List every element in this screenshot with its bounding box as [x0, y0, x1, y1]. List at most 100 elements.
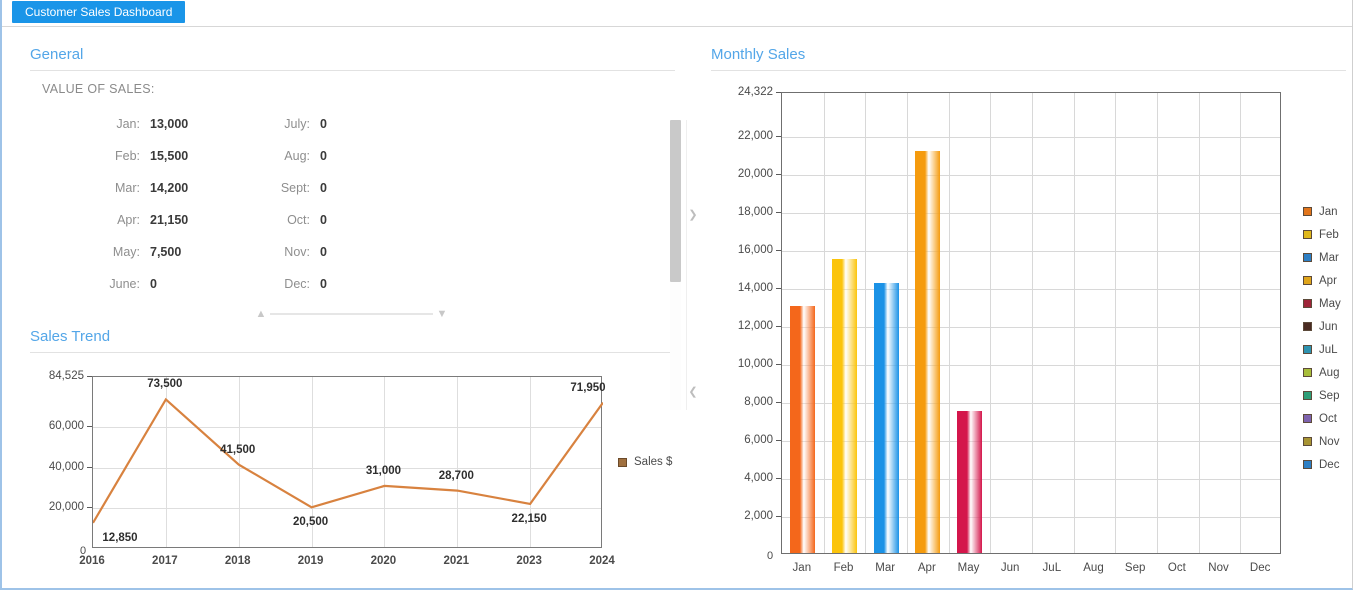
x-axis-tick-label: Jan — [792, 562, 812, 574]
gridline-vertical — [1198, 93, 1200, 553]
gridline-vertical — [457, 377, 459, 547]
data-point-label: 73,500 — [147, 378, 183, 391]
legend-item[interactable]: Feb — [1303, 223, 1341, 246]
x-axis-tick-label: Feb — [833, 562, 854, 574]
value-cell: Feb: 15,500 — [62, 149, 232, 163]
y-axis-tick-mark — [776, 326, 781, 328]
trend-line — [93, 397, 603, 524]
value-amount: 0 — [150, 277, 157, 291]
x-axis-tick-label: 2021 — [443, 555, 470, 567]
x-axis-tick-label: Apr — [917, 562, 936, 574]
legend-label: Jun — [1319, 320, 1338, 333]
value-cell: Apr: 21,150 — [62, 213, 232, 227]
y-axis-tick-mark — [87, 466, 92, 468]
gridline-vertical — [1240, 93, 1242, 553]
legend-item[interactable]: Aug — [1303, 361, 1341, 384]
legend-item[interactable]: May — [1303, 292, 1341, 315]
gridline-vertical — [1073, 93, 1075, 553]
y-axis-tick-mark — [776, 364, 781, 366]
legend-item[interactable]: Mar — [1303, 246, 1341, 269]
legend-item[interactable]: Dec — [1303, 453, 1341, 476]
gridline-horizontal — [93, 467, 601, 469]
gridline-vertical — [1115, 93, 1117, 553]
legend-label: JuL — [1319, 343, 1338, 356]
data-point-label: 71,950 — [570, 381, 606, 394]
y-axis-tick-label: 22,000 — [737, 130, 773, 143]
x-axis-tick-label: 2018 — [224, 555, 251, 567]
y-axis-tick-label: 20,000 — [737, 168, 773, 181]
value-key: Feb: — [114, 149, 140, 163]
pane-splitter[interactable]: ❯ ❮ — [686, 120, 699, 410]
y-axis-tick-label: 40,000 — [48, 460, 84, 473]
y-axis-tick-mark — [776, 92, 781, 93]
gridline-horizontal — [93, 426, 601, 428]
value-of-sales-table: Jan: 13,000 July: 0 Feb: 15,500 Aug: 0 Mar: 14,20… — [62, 108, 402, 300]
scroll-down-icon[interactable]: ▼ — [436, 308, 448, 320]
y-axis-tick-mark — [776, 250, 781, 252]
legend-swatch-icon — [618, 457, 627, 467]
gridline-vertical — [948, 93, 950, 553]
value-amount: 0 — [320, 117, 327, 131]
legend-label: Sep — [1319, 389, 1340, 402]
value-key: Apr: — [117, 213, 140, 227]
legend-item[interactable]: Jan — [1303, 200, 1341, 223]
panel-title-sales-trend: Sales Trend — [30, 328, 111, 345]
y-axis-tick-label: 18,000 — [737, 206, 773, 219]
legend-swatch-icon — [1303, 230, 1312, 239]
x-axis-tick-label: JuL — [1042, 562, 1062, 574]
panel-title-monthly-sales: Monthly Sales — [711, 46, 806, 63]
gridline-vertical — [238, 377, 240, 547]
legend-label: Apr — [1319, 274, 1337, 287]
tab-bar: Customer Sales Dashboard — [2, 0, 1352, 27]
value-cell: Sept: 0 — [232, 181, 402, 195]
trend-chart-legend: Sales $ — [618, 456, 672, 468]
value-row: Jan: 13,000 July: 0 — [62, 108, 402, 140]
chevron-right-icon[interactable]: ❯ — [688, 209, 698, 221]
legend-swatch-icon — [1303, 276, 1312, 285]
bar-feb[interactable] — [832, 258, 857, 553]
bar-may[interactable] — [957, 410, 982, 553]
scroll-up-icon[interactable]: ▲ — [255, 308, 267, 320]
gridline-vertical — [907, 93, 908, 553]
y-axis-tick-label: 6,000 — [744, 434, 773, 447]
chevron-left-icon[interactable]: ❮ — [688, 386, 698, 398]
legend-label: Aug — [1319, 366, 1340, 379]
y-axis-tick-label: 16,000 — [737, 244, 773, 257]
bar-jan[interactable] — [790, 306, 816, 553]
legend-item[interactable]: Apr — [1303, 269, 1341, 292]
value-amount: 14,200 — [150, 181, 189, 195]
y-axis-tick-mark — [776, 288, 781, 290]
legend-item[interactable]: Nov — [1303, 430, 1341, 453]
table-scrollbar[interactable]: ▲ ▼ — [254, 307, 449, 321]
gridline-horizontal — [782, 289, 1280, 291]
x-axis-tick-label: May — [957, 562, 980, 574]
gridline-horizontal — [782, 479, 1280, 481]
legend-item[interactable]: JuL — [1303, 338, 1341, 361]
scrollbar-track[interactable] — [270, 313, 433, 315]
data-point-label: 22,150 — [511, 512, 547, 525]
legend-item[interactable]: Jun — [1303, 315, 1341, 338]
value-cell: Aug: 0 — [232, 149, 402, 163]
legend-swatch-icon — [1303, 414, 1312, 423]
legend-label: Nov — [1319, 435, 1340, 448]
y-axis-tick-mark — [87, 507, 92, 509]
bar-apr[interactable] — [915, 151, 941, 553]
left-pane-scrollbar[interactable] — [670, 120, 681, 410]
scrollbar-thumb[interactable] — [670, 120, 681, 282]
gridline-vertical — [1157, 93, 1158, 553]
tab-customer-sales-dashboard[interactable]: Customer Sales Dashboard — [12, 1, 186, 23]
y-axis-tick-label: 20,000 — [48, 501, 84, 514]
legend-item[interactable]: Oct — [1303, 407, 1341, 430]
gridline-horizontal — [782, 137, 1280, 139]
bar-mar[interactable] — [873, 283, 899, 553]
legend-item[interactable]: Sep — [1303, 384, 1341, 407]
y-axis-tick-label: 60,000 — [48, 419, 84, 432]
panel-divider-monthly-sales — [711, 70, 1346, 71]
value-key: Mar: — [115, 181, 140, 195]
x-axis-tick-label: Nov — [1208, 562, 1229, 574]
y-axis-zero-label: 0 — [80, 545, 87, 557]
x-axis-tick-label: Oct — [1167, 562, 1186, 574]
value-key: Nov: — [284, 245, 310, 259]
x-axis-tick-label: Aug — [1083, 562, 1104, 574]
y-axis-tick-label: 10,000 — [737, 358, 773, 371]
